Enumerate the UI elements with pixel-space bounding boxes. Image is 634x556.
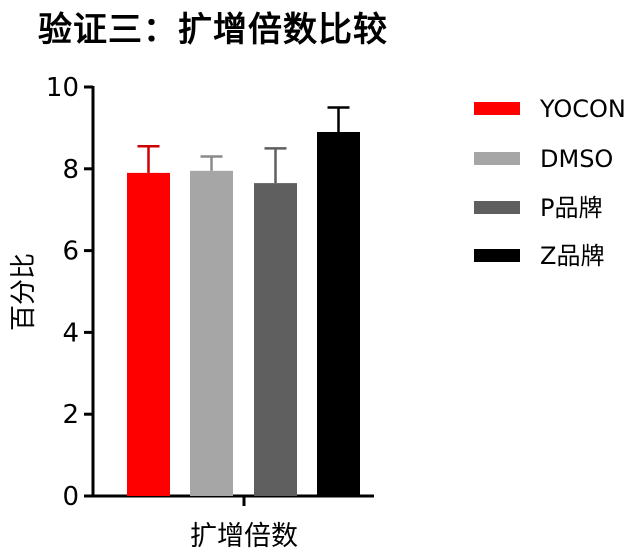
legend-label: DMSO bbox=[540, 145, 613, 173]
legend-swatch bbox=[474, 102, 520, 115]
legend-swatch bbox=[474, 201, 520, 214]
chart-title: 验证三：扩增倍数比较 bbox=[38, 10, 388, 50]
y-tick-label: 4 bbox=[62, 318, 79, 348]
chart-bars bbox=[127, 106, 360, 497]
legend-label: Z品牌 bbox=[540, 242, 604, 270]
y-tick-label: 10 bbox=[46, 73, 79, 103]
x-axis-label: 扩增倍数 bbox=[190, 521, 298, 552]
legend-label: YOCON bbox=[539, 95, 626, 123]
bar-Z品牌 bbox=[317, 131, 360, 497]
y-tick-label: 2 bbox=[62, 400, 79, 430]
bar-YOCON bbox=[127, 172, 170, 496]
chart-legend: YOCON DMSO P品牌 Z品牌 bbox=[474, 95, 626, 270]
y-axis-label: 百分比 bbox=[9, 253, 39, 331]
y-tick-label: 0 bbox=[62, 482, 79, 512]
legend-label: P品牌 bbox=[540, 194, 602, 222]
y-tick-label: 8 bbox=[62, 155, 79, 185]
legend-swatch bbox=[474, 249, 520, 262]
bar-P品牌 bbox=[254, 183, 297, 497]
legend-swatch bbox=[474, 152, 520, 165]
y-tick-label: 6 bbox=[62, 237, 79, 267]
bar-DMSO bbox=[190, 170, 233, 496]
